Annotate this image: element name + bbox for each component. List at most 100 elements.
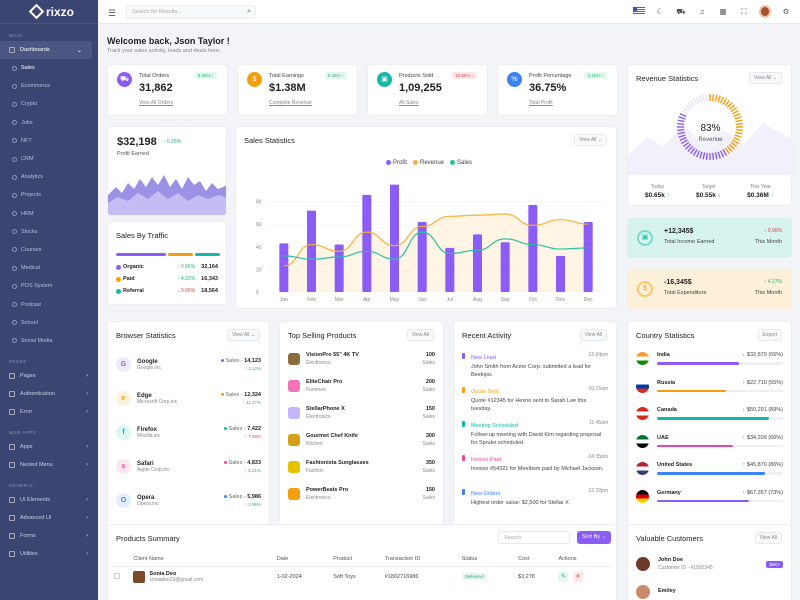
delete-icon[interactable]: ✕	[573, 572, 584, 582]
country-row-russia[interactable]: Russia ↑ $22,710 (55%)	[636, 379, 783, 393]
profit-bar[interactable]	[528, 204, 538, 292]
sidebar-item-ui-elements[interactable]: UI Elements ›	[0, 491, 98, 509]
product-row[interactable]: Fashionista Sunglasses Fashion 350 Sales	[288, 460, 435, 474]
profit-bar[interactable]	[362, 194, 372, 292]
revenue-view-all-button[interactable]: View All ⌄	[749, 72, 782, 84]
menu-toggle-icon[interactable]: ☰	[108, 8, 117, 18]
profit-bar[interactable]	[556, 255, 565, 292]
row-checkbox[interactable]	[114, 573, 120, 579]
sidebar-subitem-stocks[interactable]: Stocks	[0, 223, 98, 241]
sidebar-subitem-nft[interactable]: NFT	[0, 132, 98, 150]
browser-title: Browser Statistics	[116, 331, 176, 340]
product-row[interactable]: PowerBeats Pro Electronics 150 Sales	[288, 487, 435, 501]
table-row[interactable]: Sonia Deo soniadeo23@gmail.com 1-02-2024 …	[112, 567, 612, 588]
product-row[interactable]: StellarPhone X Electronics 150 Sales	[288, 406, 435, 420]
sidebar-subitem-jobs[interactable]: Jobs	[0, 114, 98, 132]
legend-label[interactable]: Revenue	[419, 160, 445, 167]
country-export-button[interactable]: Export	[757, 329, 782, 341]
x-tick-label: Dec	[584, 297, 593, 303]
language-flag-icon[interactable]	[633, 7, 645, 16]
sidebar-subitem-ecommerce[interactable]: Ecommerce	[0, 77, 98, 95]
sidebar-subitem-hrm[interactable]: HRM	[0, 205, 98, 223]
sidebar-subitem-social-media[interactable]: Social Media	[0, 332, 98, 350]
apps-grid-icon[interactable]: ▦	[719, 7, 727, 16]
profit-bar[interactable]	[417, 221, 427, 292]
product-row[interactable]: EliteChair Pro Furniture 200 Sales	[288, 379, 435, 393]
stat-card-profit-percentage: % Profit Percentage 36.75% Total Profit 2.15…	[497, 64, 618, 116]
sidebar-item-forms[interactable]: Forms ›	[0, 527, 98, 545]
sidebar-item-apps[interactable]: Apps ›	[0, 438, 98, 456]
summary-search-input[interactable]: Search	[498, 531, 570, 544]
country-row-uae[interactable]: UAE ↑ $34,209 (60%)	[636, 434, 783, 448]
country-row-india[interactable]: India ↓ $32,879 (65%)	[636, 352, 783, 365]
customer-row[interactable]: Emiley	[636, 585, 783, 599]
browser-row-google[interactable]: G Google Google.inc Sales - 14,123 ↑ 3.12%	[116, 357, 261, 372]
country-row-germany[interactable]: Germany ↑ $67,357 (73%)	[636, 489, 783, 503]
sidebar-subitem-podcast[interactable]: Podcast	[0, 295, 98, 313]
browser-view-all-button[interactable]: View All ⌄	[227, 329, 260, 341]
browser-row-edge[interactable]: e Edge Microsoft Corp.inc Sales - 12,324 ↑ 1…	[116, 391, 261, 406]
notification-bell-icon[interactable]: ♫	[699, 7, 705, 16]
activity-item[interactable]: Meeting Scheduled 11:45am Follow-up meetin…	[462, 420, 608, 448]
brand-logo[interactable]: rixzo	[0, 0, 98, 24]
profit-bar[interactable]	[500, 242, 510, 292]
sort-by-button[interactable]: Sort By ⌄	[577, 531, 612, 544]
profit-bar[interactable]	[445, 247, 455, 292]
profit-bar[interactable]	[279, 243, 289, 292]
sidebar-subitem-crm[interactable]: CRM	[0, 150, 98, 168]
safari-icon: s	[116, 459, 131, 474]
user-avatar[interactable]	[759, 5, 771, 18]
sidebar-subitem-pos-system[interactable]: POS System	[0, 277, 98, 295]
activity-item[interactable]: Quote Sent 10:15am Quote #12345 for Hexno …	[462, 386, 608, 414]
product-row[interactable]: VisionPro 55" 4K TV Electronics 100 Sales	[288, 352, 435, 366]
sidebar-item-utilities[interactable]: Utilities ›	[0, 545, 98, 563]
profit-bar[interactable]	[583, 221, 593, 292]
profit-bar[interactable]	[473, 234, 482, 292]
cart-icon[interactable]: ⛟	[676, 6, 686, 16]
browser-row-firefox[interactable]: f Firefox Mozilla.inc Sales - 7,422 ↓ 7.48%	[116, 425, 261, 440]
stat-link[interactable]: Total Profit	[529, 100, 553, 106]
product-row[interactable]: Gourmet Chef Knife Kitchen 300 Sales	[288, 433, 435, 447]
sales-stats-view-all-button[interactable]: View All ⌄	[574, 134, 607, 146]
sidebar-subitem-crypto[interactable]: Crypto	[0, 95, 98, 113]
activity-item[interactable]: New Orders 12:22pm Highest order value: $2…	[462, 488, 608, 508]
search-input[interactable]: Search for Results... ⌕	[126, 5, 256, 19]
search-icon[interactable]: ⌕	[247, 8, 251, 15]
profit-bar[interactable]	[390, 184, 399, 292]
sidebar-item-error[interactable]: Error ›	[0, 403, 98, 421]
browser-row-safari[interactable]: s Safari Apple Corp.inc Sales - 4,833 ↑ 5.21…	[116, 459, 261, 474]
activity-item[interactable]: Invoice Paid 04:35pm Invoice #54321 for Me…	[462, 454, 608, 474]
sidebar-item-authentication[interactable]: Authentication ›	[0, 385, 98, 403]
settings-gear-icon[interactable]: ⚙	[782, 7, 790, 16]
sidebar-subitem-sales[interactable]: Sales	[0, 59, 98, 77]
sidebar-item-nested-menu[interactable]: Nested Menu ›	[0, 456, 98, 474]
legend-label[interactable]: Profit	[392, 160, 407, 167]
activity-item[interactable]: New Lead 12:24pm John Smith from Acme Corp…	[462, 352, 608, 380]
fullscreen-icon[interactable]: ⛶	[741, 6, 747, 16]
browser-row-opera[interactable]: O Opera Opera.inc Sales - 5,986 ↑ 2.96%	[116, 493, 261, 508]
profit-bar[interactable]	[307, 210, 316, 292]
sidebar-subitem-analytics[interactable]: Analytics	[0, 168, 98, 186]
dark-mode-icon[interactable]: ☾	[656, 7, 664, 16]
country-row-canada[interactable]: Canada ↓ $50,291 (89%)	[636, 407, 783, 420]
sidebar-subitem-projects[interactable]: Projects	[0, 186, 98, 204]
stat-link[interactable]: All Sales	[399, 100, 419, 106]
gauge-tick	[724, 147, 730, 155]
stat-link[interactable]: View All Orders	[139, 100, 174, 106]
stat-link[interactable]: Complete Revenue	[269, 100, 312, 106]
country-row-united-states[interactable]: United States ↑ $45,870 (86%)	[636, 462, 783, 475]
customers-view-all-button[interactable]: View All	[754, 532, 782, 544]
products-view-all-button[interactable]: View All	[406, 329, 434, 341]
sidebar-subitem-school[interactable]: School	[0, 314, 98, 332]
activity-view-all-button[interactable]: View All	[579, 329, 607, 341]
sidebar-item-dashboards[interactable]: Dashboards ⌄	[0, 41, 92, 59]
legend-label[interactable]: Sales	[457, 160, 473, 167]
sidebar-subitem-medical[interactable]: Medical	[0, 259, 98, 277]
sidebar-item-advanced-ui[interactable]: Advanced UI ›	[0, 509, 98, 527]
sidebar-subitem-courses[interactable]: Courses	[0, 241, 98, 259]
percent-icon: %	[507, 72, 522, 87]
sidebar-item-pages[interactable]: Pages ›	[0, 367, 98, 385]
edit-icon[interactable]: ✎	[558, 572, 569, 582]
menu-item-icon	[9, 391, 15, 397]
customer-row[interactable]: John Doe Customer ID - #1502345 $5K+	[636, 557, 783, 571]
